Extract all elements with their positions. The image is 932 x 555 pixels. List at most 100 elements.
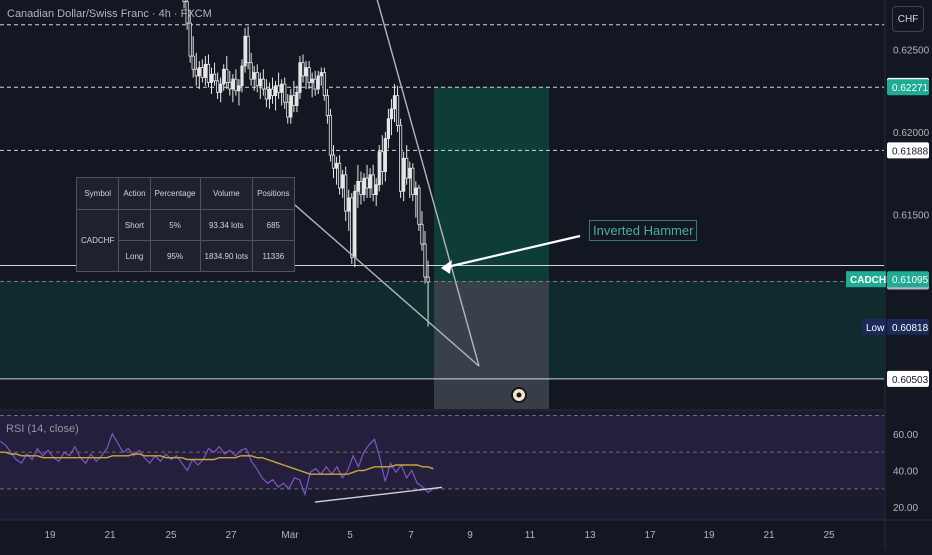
candle-body-61: [365, 177, 369, 189]
candle-body-27: [261, 78, 265, 90]
candle-body-35: [286, 101, 290, 118]
candle-body-10: [209, 73, 214, 83]
candle-body-36: [289, 95, 293, 118]
candle-body-11: [212, 73, 217, 82]
candle-body-25: [255, 72, 259, 87]
symbol-price-badge: 0.61095: [892, 275, 929, 286]
price-badge-2: 0.61888: [892, 146, 929, 157]
symbol-price-badge-bg: [887, 271, 929, 288]
time-tick-label-11: 19: [703, 530, 715, 541]
candle-body-53: [341, 174, 345, 189]
candle-body-68: [386, 118, 391, 139]
price-badge-4: 0.60503: [892, 375, 929, 386]
candle-body-17: [231, 78, 235, 90]
price-tick-label-2: 0.61500: [893, 210, 930, 221]
stop-zone: [434, 281, 549, 409]
candle-body-18: [234, 78, 238, 92]
positions-cell: 685: [252, 209, 295, 241]
currency-button[interactable]: CHF: [892, 6, 924, 32]
rsi-tick-label-2: 20.00: [893, 503, 918, 514]
low-price-badge-bg: [887, 318, 929, 335]
candle-body-70: [392, 95, 397, 110]
positions-table: Symbol Action Percentage Volume Position…: [75, 177, 295, 272]
candle-body-37: [292, 95, 296, 106]
rsi-tick-label-1: 40.00: [893, 467, 918, 478]
volume-cell: 93.34 lots: [199, 209, 254, 241]
time-tick-label-6: 7: [408, 530, 414, 541]
candle-body-73: [402, 157, 406, 192]
price-badge-1: 0.62271: [892, 83, 929, 94]
candle-body-49: [328, 115, 333, 156]
time-tick-label-10: 17: [644, 530, 656, 541]
price-badge-2-bg: [887, 142, 929, 159]
candle-body-43: [310, 78, 314, 83]
candle-body-79: [420, 223, 424, 245]
time-tick-label-2: 25: [165, 530, 177, 541]
volume-cell: 1834.90 lots: [199, 240, 254, 272]
candle-body-26: [258, 78, 262, 87]
candle-body-3: [188, 22, 192, 57]
candle-body-74: [405, 157, 409, 179]
candle-body-23: [249, 62, 253, 80]
header-volume: Volume: [199, 177, 254, 210]
candle-body-64: [374, 184, 378, 196]
candle-body-15: [225, 68, 229, 83]
candle-body-1: [182, 0, 186, 3]
candle-body-7: [200, 67, 204, 78]
symbol-cell: CADCHF: [75, 209, 120, 272]
candle-body-71: [395, 95, 400, 126]
header-percentage: Percentage: [149, 177, 201, 210]
table-row: Long 95% 1834.90 lots 11336: [77, 240, 295, 272]
action-cell: Long: [118, 240, 151, 272]
candle-body-38: [295, 91, 299, 106]
candle-body-62: [368, 174, 372, 189]
rsi-trendline: [314, 486, 443, 503]
candle-body-65: [377, 151, 381, 186]
candle-body-2: [185, 1, 189, 24]
candle-body-6: [197, 67, 201, 77]
time-tick-label-9: 13: [584, 530, 596, 541]
percentage-cell: 95%: [149, 240, 201, 272]
inverted-hammer-callout[interactable]: Inverted Hammer: [589, 220, 698, 241]
candle-body-69: [389, 108, 394, 120]
candle-body-19: [237, 85, 241, 92]
price-tick-label-0: 0.62500: [893, 45, 930, 56]
candle-body-4: [191, 55, 195, 70]
callout-arrow-head: [441, 260, 452, 274]
candle-body-22: [246, 35, 250, 64]
target-zone: [434, 87, 549, 282]
candle-body-31: [273, 85, 278, 97]
candle-body-24: [252, 72, 256, 80]
time-tick-label-7: 9: [467, 530, 473, 541]
candle-body-12: [215, 80, 220, 93]
header-positions: Positions: [252, 177, 295, 210]
candle-body-44: [313, 78, 317, 90]
candle-body-57: [353, 190, 357, 258]
candle-body-81: [426, 276, 430, 283]
low-badge-bg: [862, 318, 886, 335]
candle-body-77: [414, 187, 418, 196]
time-tick-label-4: Mar: [281, 530, 299, 541]
symbol-badge-label: CADCHF: [850, 275, 892, 286]
action-cell: Short: [118, 209, 151, 241]
candle-body-16: [228, 82, 232, 90]
descending-trendline: [376, 0, 480, 367]
chart-title: Canadian Dollar/Swiss Franc · 4h · FXCM: [7, 8, 212, 20]
candle-body-80: [423, 243, 427, 278]
rsi-ma-line: [0, 451, 434, 475]
price-tick-label-1: 0.62000: [893, 128, 930, 139]
time-tick-label-1: 21: [104, 530, 116, 541]
header-symbol: Symbol: [75, 177, 120, 210]
lower-trendline: [267, 180, 480, 367]
candle-body-29: [267, 88, 272, 100]
candle-body-59: [359, 181, 363, 196]
candle-body-75: [408, 167, 412, 179]
time-tick-label-13: 25: [823, 530, 835, 541]
candle-body-51: [334, 162, 339, 169]
candle-body-33: [280, 83, 284, 93]
header-action: Action: [118, 177, 151, 210]
candle-body-63: [371, 174, 375, 196]
candle-body-28: [264, 88, 269, 100]
